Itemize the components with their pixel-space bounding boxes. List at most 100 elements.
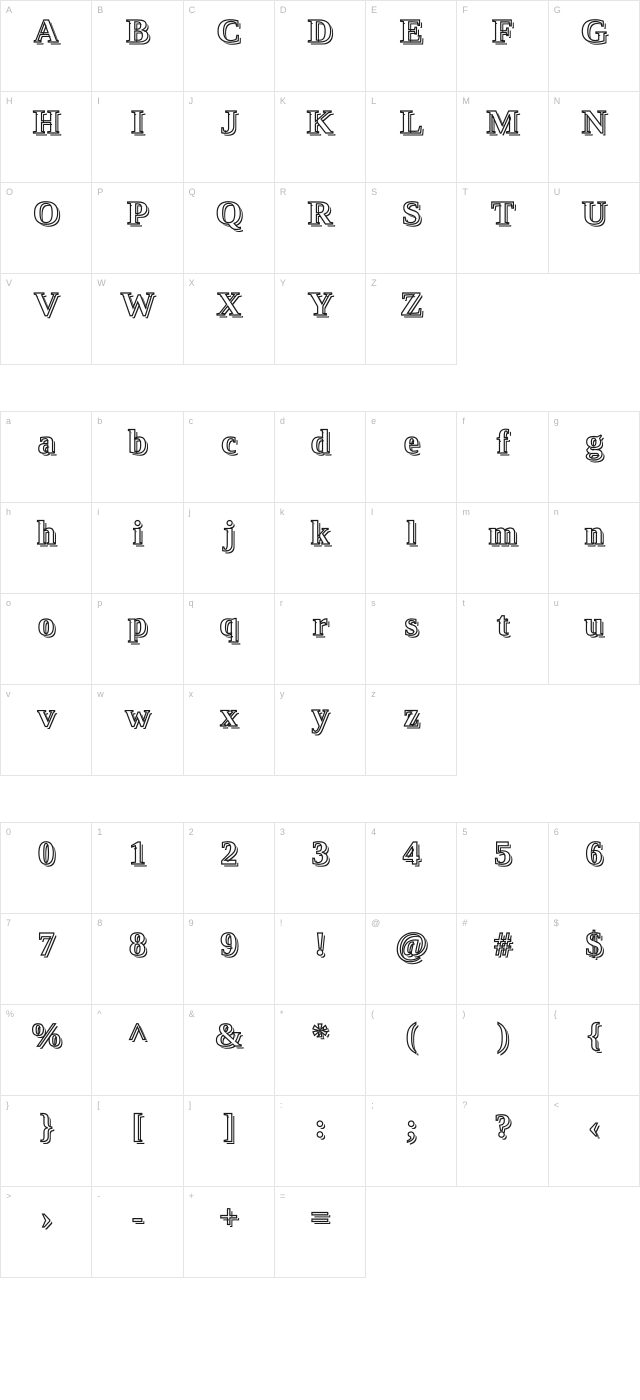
glyph-cell[interactable]: NN [549,92,640,183]
glyph-cell[interactable]: BB [92,1,183,92]
glyph-cell[interactable]: ii [92,503,183,594]
glyph-cell[interactable]: MM [457,92,548,183]
glyph-cell[interactable]: >› [1,1187,92,1278]
glyph-cell[interactable]: hh [1,503,92,594]
glyph-cell[interactable]: PP [92,183,183,274]
glyph-cell[interactable]: QQ [184,183,275,274]
glyph: H [33,106,59,140]
glyph-cell[interactable]: )) [457,1005,548,1096]
glyph-cell[interactable]: @@ [366,914,457,1005]
glyph-cell[interactable]: 33 [275,823,366,914]
glyph-cell[interactable]: ee [366,412,457,503]
glyph-cell[interactable]: HH [1,92,92,183]
glyph-cell[interactable]: 55 [457,823,548,914]
glyph-cell[interactable]: cc [184,412,275,503]
glyph-cell[interactable]: DD [275,1,366,92]
glyph-cell[interactable]: [[ [92,1096,183,1187]
glyph-cell[interactable]: UU [549,183,640,274]
glyph-cell[interactable]: nn [549,503,640,594]
glyph-cell[interactable]: GG [549,1,640,92]
glyph-cell[interactable]: ss [366,594,457,685]
glyph-cell[interactable]: ++ [184,1187,275,1278]
glyph-cell[interactable]: :: [275,1096,366,1187]
glyph-cell[interactable]: !! [275,914,366,1005]
glyph: D [308,15,333,49]
glyph-cell[interactable]: kk [275,503,366,594]
glyph-cell[interactable]: ww [92,685,183,776]
glyph-cell[interactable]: ?? [457,1096,548,1187]
glyph-cell[interactable]: qq [184,594,275,685]
glyph-cell[interactable]: RR [275,183,366,274]
glyph-cell[interactable]: YY [275,274,366,365]
glyph-cell[interactable]: mm [457,503,548,594]
glyph-cell[interactable]: <‹ [549,1096,640,1187]
glyph-cell[interactable]: tt [457,594,548,685]
cell-key-label: : [280,1100,283,1110]
glyph-cell[interactable]: EE [366,1,457,92]
glyph-cell[interactable]: TT [457,183,548,274]
glyph-cell[interactable]: aa [1,412,92,503]
empty-cell [457,685,548,776]
glyph: 4 [403,837,420,871]
glyph-cell[interactable]: ff [457,412,548,503]
glyph-cell[interactable]: -- [92,1187,183,1278]
cell-key-label: f [462,416,465,426]
cell-key-label: 4 [371,827,376,837]
glyph-cell[interactable]: %% [1,1005,92,1096]
glyph-cell[interactable]: 44 [366,823,457,914]
glyph-cell[interactable]: zz [366,685,457,776]
glyph-cell[interactable]: (( [366,1005,457,1096]
glyph-cell[interactable]: 88 [92,914,183,1005]
glyph-cell[interactable]: LL [366,92,457,183]
glyph-cell[interactable]: 00 [1,823,92,914]
glyph-cell[interactable]: $$ [549,914,640,1005]
glyph-cell[interactable]: JJ [184,92,275,183]
glyph-cell[interactable]: pp [92,594,183,685]
glyph-cell[interactable]: }} [1,1096,92,1187]
glyph-cell[interactable]: {{ [549,1005,640,1096]
glyph-cell[interactable]: WW [92,274,183,365]
glyph-cell[interactable]: ^^ [92,1005,183,1096]
glyph-cell[interactable]: oo [1,594,92,685]
cell-key-label: u [554,598,559,608]
glyph-cell[interactable]: jj [184,503,275,594]
glyph: # [494,928,511,962]
glyph-cell[interactable]: FF [457,1,548,92]
glyph-cell[interactable]: == [275,1187,366,1278]
glyph-cell[interactable]: XX [184,274,275,365]
glyph-cell[interactable]: ;; [366,1096,457,1187]
glyph-cell[interactable]: bb [92,412,183,503]
glyph-cell[interactable]: yy [275,685,366,776]
glyph-cell[interactable]: ## [457,914,548,1005]
cell-key-label: j [189,507,191,517]
cell-key-label: C [189,5,196,15]
glyph-cell[interactable]: 22 [184,823,275,914]
glyph-cell[interactable]: rr [275,594,366,685]
glyph-cell[interactable]: 99 [184,914,275,1005]
cell-key-label: W [97,278,106,288]
glyph-cell[interactable]: xx [184,685,275,776]
glyph-cell[interactable]: VV [1,274,92,365]
glyph-cell[interactable]: 11 [92,823,183,914]
glyph-cell[interactable]: 66 [549,823,640,914]
glyph-cell[interactable]: ZZ [366,274,457,365]
glyph-cell[interactable]: uu [549,594,640,685]
glyph-cell[interactable]: dd [275,412,366,503]
glyph-cell[interactable]: ll [366,503,457,594]
glyph-cell[interactable]: vv [1,685,92,776]
glyph-cell[interactable]: OO [1,183,92,274]
glyph: z [404,699,419,733]
cell-key-label: 7 [6,918,11,928]
glyph-cell[interactable]: gg [549,412,640,503]
glyph-cell[interactable]: KK [275,92,366,183]
glyph-cell[interactable]: ]] [184,1096,275,1187]
glyph-cell[interactable]: II [92,92,183,183]
glyph: E [400,15,423,49]
glyph-cell[interactable]: ** [275,1005,366,1096]
glyph-cell[interactable]: AA [1,1,92,92]
glyph-cell[interactable]: SS [366,183,457,274]
glyph-cell[interactable]: && [184,1005,275,1096]
glyph-cell[interactable]: 77 [1,914,92,1005]
glyph-cell[interactable]: CC [184,1,275,92]
glyph: n [584,517,603,551]
